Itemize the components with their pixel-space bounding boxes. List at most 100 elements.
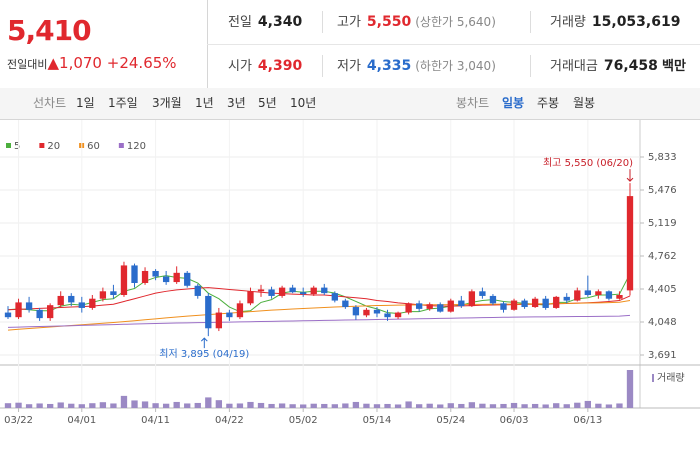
candle-body [184, 272, 191, 286]
ma-line [7, 314, 631, 328]
candle-body [247, 291, 254, 304]
tab[interactable]: 3개월 [152, 96, 182, 110]
candle-body [363, 309, 370, 316]
volume-bar [363, 403, 370, 408]
volume-bar [521, 404, 528, 408]
volume-bar [479, 403, 486, 408]
candle-body [405, 303, 412, 313]
price-box: 5,410 전일대비▲1,070 +24.65% [0, 0, 208, 88]
candle-body [278, 287, 286, 296]
info-value: 4,390 [257, 58, 303, 74]
volume-bar [236, 403, 244, 408]
volume-bar [184, 403, 191, 408]
info-note: (상한가 5,640) [415, 15, 496, 29]
candle-body [510, 300, 518, 310]
candle-body [521, 300, 528, 308]
info-item: 시가 4,390 [228, 44, 302, 88]
candle-body [574, 290, 581, 301]
info-item: 전일 4,340 [228, 0, 302, 44]
info-value: 4,335 [366, 58, 412, 74]
separator [322, 55, 323, 77]
volume-bar [584, 400, 591, 408]
volume-bar [489, 404, 497, 408]
volume-bar [342, 403, 349, 408]
volume-bar [510, 402, 518, 408]
candle-body [15, 302, 22, 318]
info-value: 76,458 [603, 58, 658, 74]
y-tick-label: 5,833 [648, 152, 677, 163]
tab[interactable]: 1년 [195, 96, 214, 110]
candle-body [162, 276, 170, 283]
x-tick-label: 06/03 [500, 415, 529, 426]
volume-bar [384, 403, 391, 408]
y-tick-label: 4,405 [648, 284, 677, 295]
tab[interactable]: 3년 [227, 96, 246, 110]
volume-bar [78, 404, 85, 408]
volume-bar [47, 403, 54, 408]
info-value: 5,550 [366, 14, 412, 30]
low-label: 최저 3,895 (04/19) [159, 348, 249, 360]
volume-bar [68, 403, 75, 408]
separator [530, 55, 531, 77]
volume-bar [120, 395, 128, 408]
candle-body [310, 287, 317, 295]
candle-body [553, 296, 560, 308]
change-label: 전일대비 [7, 58, 48, 71]
info-label: 시가 [228, 59, 252, 74]
volume-bar [4, 403, 12, 408]
tab[interactable]: 5년 [258, 96, 277, 110]
volume-bar [553, 403, 560, 408]
candle-body [458, 300, 465, 307]
y-tick-label: 3,691 [648, 350, 677, 361]
volume-bar [15, 402, 22, 408]
legend-label: 120 [127, 141, 146, 152]
candle-body [141, 270, 149, 283]
y-tick-label: 5,119 [648, 218, 677, 229]
x-tick-label: 05/14 [363, 415, 392, 426]
candle-body [415, 303, 423, 309]
candle-body [99, 291, 107, 299]
info-label: 거래량 [550, 15, 586, 30]
low-arrow [200, 337, 208, 349]
candle-body [468, 291, 476, 307]
candle-body [205, 295, 212, 329]
candle-body [25, 302, 33, 310]
volume-bar [300, 404, 307, 408]
legend-swatch [6, 143, 11, 148]
candle-body [131, 265, 138, 283]
volume-bar [89, 403, 96, 408]
high-arrow [626, 169, 634, 182]
volume-bar [57, 402, 64, 408]
high-label: 최고 5,550 (06/20) [543, 157, 633, 169]
volume-bar [131, 400, 138, 408]
candle-body [4, 312, 12, 318]
volume-bar [289, 404, 296, 408]
volume-bar [394, 404, 402, 408]
tab[interactable]: 주봉 [537, 96, 560, 110]
volume-bar [162, 403, 170, 408]
info-item: 거래대금 76,458 백만 [550, 44, 686, 88]
chart: 3,691 4,048 4,405 4,762 5,119 5,476 5,833 5 20 60… [0, 120, 700, 426]
separator [322, 11, 323, 33]
candle-body [68, 295, 75, 303]
tab[interactable]: 10년 [290, 96, 317, 110]
tab[interactable]: 월봉 [573, 96, 596, 110]
tab[interactable]: 일봉 [502, 96, 525, 110]
candle-body [236, 303, 244, 318]
volume-bar [437, 404, 444, 408]
volume-bar [173, 401, 180, 408]
legend-label: 60 [87, 141, 100, 152]
tab[interactable]: 1주일 [108, 96, 138, 110]
tab: 봉차트 [456, 96, 490, 110]
volume-bar [36, 403, 43, 408]
candle-body [542, 298, 549, 308]
candle-body [342, 300, 349, 308]
volume-bar [447, 403, 454, 408]
volume-legend: 거래량 [657, 372, 685, 384]
volume-bar [616, 403, 623, 408]
tab[interactable]: 1일 [76, 96, 95, 110]
legend-label: 20 [47, 141, 60, 152]
volume-bar [595, 403, 602, 408]
separator [530, 11, 531, 33]
volume-bar [205, 397, 212, 408]
